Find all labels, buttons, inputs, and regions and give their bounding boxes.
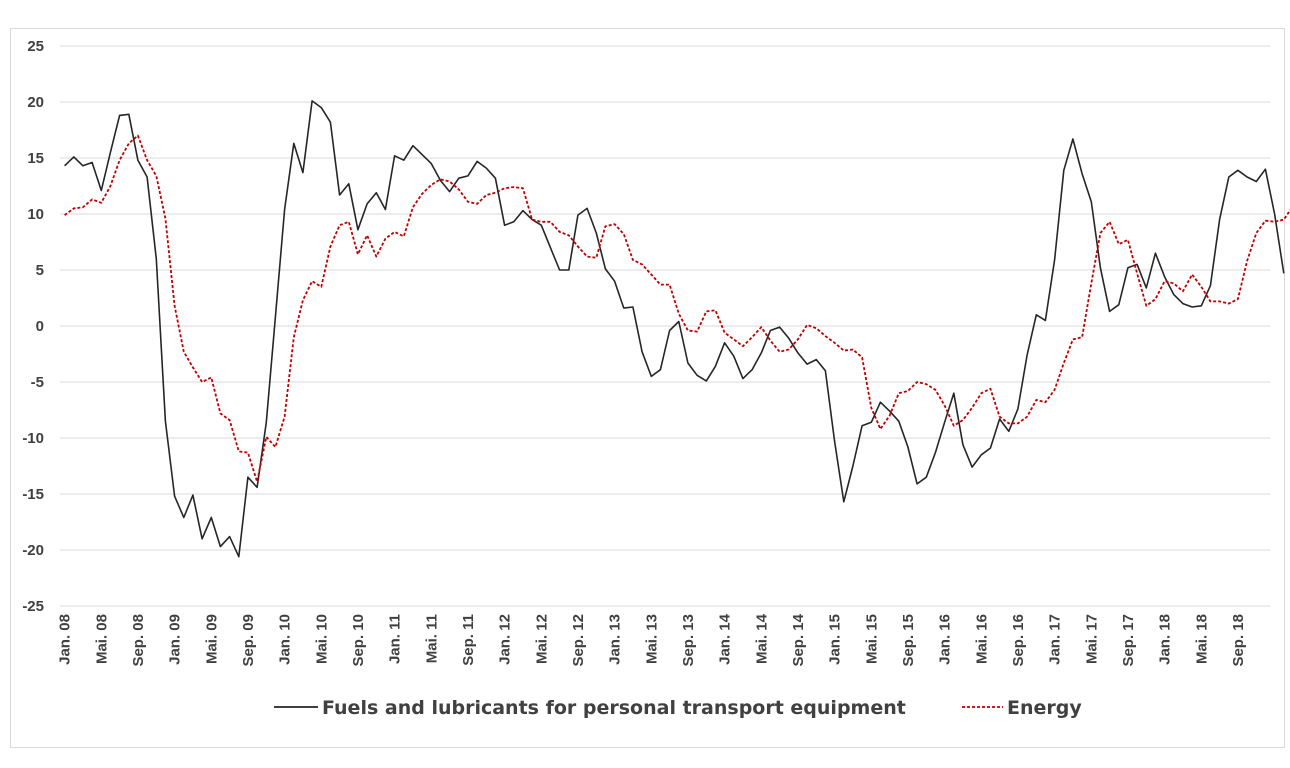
x-tick-label: Mai. 12 (533, 614, 550, 664)
legend: Fuels and lubricants for personal transp… (274, 697, 1082, 719)
x-axis-tick-labels: Jan. 08 Mai. 08 Sep. 08 Jan. 09 Mai. 09 Sep. … (57, 613, 1247, 666)
y-tick-label: 0 (36, 318, 44, 335)
x-tick-label: Sep. 17 (1120, 614, 1137, 667)
x-tick-label: Mai. 08 (93, 614, 110, 664)
y-tick-label: 15 (27, 150, 44, 167)
x-tick-label: Jan. 13 (607, 614, 624, 665)
x-tick-label: Jan. 14 (717, 613, 734, 665)
series-lines (64, 100, 1290, 558)
y-tick-label: -15 (22, 486, 44, 503)
series-line-energy (64, 134, 1290, 483)
x-tick-label: Sep. 08 (130, 614, 147, 667)
x-tick-label: Mai. 11 (423, 614, 440, 663)
x-tick-label: Jan. 09 (167, 614, 184, 665)
x-tick-label: Jan. 16 (937, 614, 954, 665)
y-axis-tick-labels: 25 20 15 10 5 0 -5 -10 -15 -20 -25 (22, 38, 44, 615)
x-tick-label: Sep. 12 (570, 614, 587, 667)
y-tick-label: -10 (22, 430, 44, 447)
x-tick-label: Sep. 16 (1010, 614, 1027, 667)
x-tick-label: Sep. 15 (900, 614, 917, 667)
x-tick-label: Sep. 14 (790, 613, 807, 666)
x-tick-label: Sep. 11 (460, 614, 477, 666)
x-tick-label: Jan. 10 (277, 614, 294, 665)
x-tick-label: Mai. 17 (1083, 614, 1100, 664)
x-tick-label: Jan. 08 (57, 614, 74, 665)
x-tick-label: Mai. 18 (1193, 614, 1210, 664)
chart-frame (10, 28, 1285, 748)
x-tick-label: Sep. 13 (680, 614, 697, 667)
y-tick-label: -20 (22, 542, 44, 559)
y-tick-label: 25 (27, 38, 44, 55)
legend-label: Energy (1007, 697, 1082, 719)
x-tick-label: Sep. 09 (240, 614, 257, 667)
y-tick-label: -5 (31, 374, 44, 391)
legend-label: Fuels and lubricants for personal transp… (322, 697, 906, 719)
x-tick-label: Mai. 13 (643, 614, 660, 664)
x-tick-label: Jan. 11 (387, 614, 404, 664)
series-line-fuels-and-lubricants (64, 100, 1285, 558)
x-tick-label: Sep. 18 (1230, 614, 1247, 667)
x-tick-label: Mai. 15 (863, 614, 880, 664)
y-tick-label: 10 (27, 206, 44, 223)
x-tick-label: Jan. 15 (827, 614, 844, 665)
y-tick-label: 5 (36, 262, 44, 279)
x-tick-label: Mai. 09 (203, 614, 220, 664)
x-tick-label: Mai. 14 (753, 613, 770, 664)
x-tick-label: Jan. 18 (1157, 614, 1174, 665)
gridlines (60, 45, 1270, 607)
y-tick-label: -25 (22, 598, 44, 615)
x-tick-label: Sep. 10 (350, 614, 367, 667)
x-tick-label: Mai. 10 (313, 614, 330, 664)
x-tick-label: Jan. 17 (1047, 614, 1064, 665)
x-tick-label: Mai. 16 (973, 614, 990, 664)
y-tick-label: 20 (27, 94, 44, 111)
x-tick-label: Jan. 12 (497, 614, 514, 665)
